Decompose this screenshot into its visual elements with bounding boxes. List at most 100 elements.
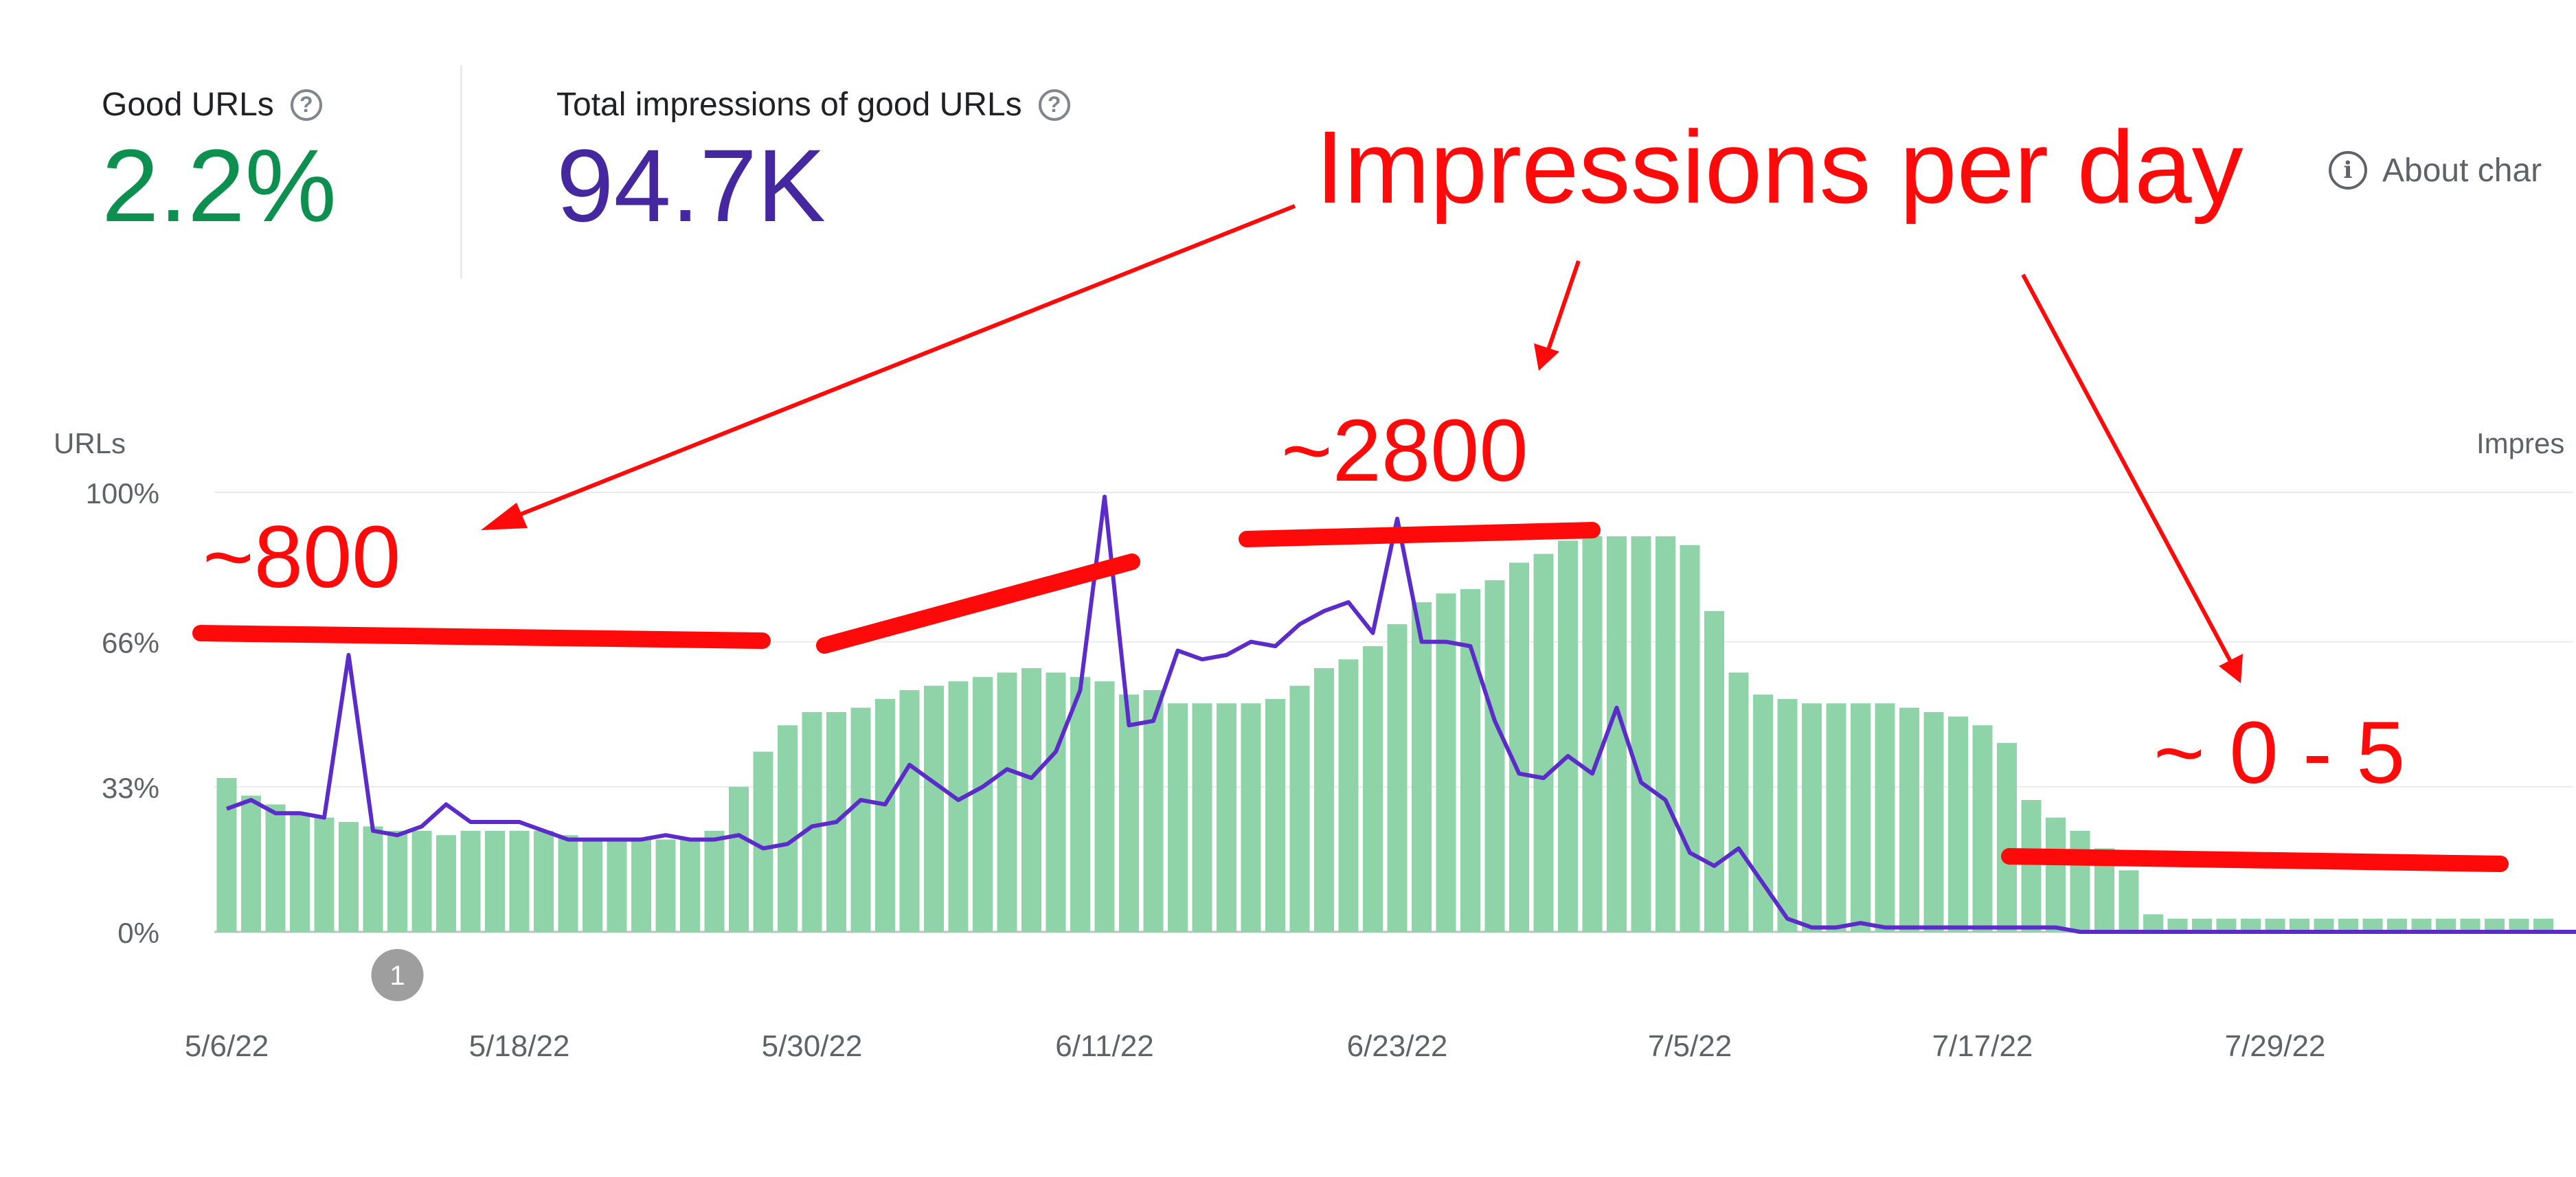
urls-bar <box>1046 672 1066 932</box>
arrow-low <box>2021 273 2233 664</box>
urls-bar <box>558 835 578 932</box>
urls-bar <box>290 813 310 932</box>
urls-bar <box>1533 553 1554 932</box>
urls-bar <box>2046 817 2066 932</box>
urls-bar <box>2362 918 2383 932</box>
annotation-title: Impressions per day <box>1315 109 2244 225</box>
urls-bar <box>778 725 798 932</box>
urls-bar <box>1923 712 1944 932</box>
x-tick-label: 5/18/22 <box>469 1029 570 1063</box>
x-tick-label: 5/30/22 <box>762 1029 863 1063</box>
urls-bars <box>216 536 2553 932</box>
trend-line-800 <box>192 625 771 649</box>
x-tick-label: 6/11/22 <box>1055 1029 1154 1063</box>
urls-bar <box>339 822 359 932</box>
annotation-marker[interactable] <box>371 949 424 1001</box>
urls-bar <box>265 804 286 932</box>
urls-bar <box>1728 672 1749 932</box>
y-tick-label: 66% <box>102 627 159 659</box>
impressions-label-row: Total impressions of good URLs ? <box>556 86 1070 124</box>
impressions-line <box>225 494 2576 934</box>
urls-bar <box>1217 703 1236 932</box>
urls-bar <box>2070 830 2090 932</box>
help-icon[interactable]: ? <box>290 89 322 121</box>
urls-bar <box>1460 588 1480 932</box>
urls-bar <box>2509 918 2529 932</box>
urls-bar <box>2314 918 2334 932</box>
good-urls-metric[interactable]: Good URLs ? 2.2% <box>102 86 337 242</box>
urls-bar <box>1387 624 1408 932</box>
urls-bar <box>2265 918 2285 932</box>
good-urls-label: Good URLs <box>102 87 274 123</box>
urls-bar <box>1289 685 1310 932</box>
impressions-label: Total impressions of good URLs <box>556 87 1022 123</box>
urls-bar <box>704 830 725 932</box>
help-icon[interactable]: ? <box>1038 89 1070 121</box>
urls-bar <box>875 698 895 932</box>
urls-bar <box>1070 676 1090 932</box>
annotation-800: ~800 <box>203 508 400 606</box>
urls-bar <box>1631 536 1651 932</box>
urls-bar <box>1484 580 1505 932</box>
urls-bar <box>2021 800 2042 932</box>
impressions-metric[interactable]: Total impressions of good URLs ? 94.7K <box>556 86 1070 242</box>
urls-bar <box>2436 918 2456 932</box>
urls-bar <box>1656 536 1675 932</box>
urls-bar <box>534 830 554 932</box>
about-chart-link[interactable]: i About char <box>2329 151 2542 190</box>
urls-bar <box>1436 593 1456 932</box>
annotation-low: ~ 0 - 5 <box>2154 704 2405 802</box>
urls-bar <box>2387 918 2407 932</box>
urls-bar <box>2411 918 2432 932</box>
urls-bar <box>485 830 505 932</box>
y-axis-label: URLs <box>54 427 126 459</box>
urls-bar <box>2143 914 2163 932</box>
urls-bar <box>607 839 627 932</box>
x-tick-label: 7/5/22 <box>1648 1029 1732 1063</box>
urls-bar <box>631 839 651 932</box>
urls-bar <box>973 676 993 932</box>
x-tick-label: 5/6/22 <box>185 1029 269 1063</box>
urls-bar <box>1680 545 1700 932</box>
urls-bar <box>1582 536 1603 932</box>
arrow-800-head <box>481 503 528 530</box>
trend-line-low <box>2001 848 2509 872</box>
urls-bar <box>2192 918 2212 932</box>
urls-bar <box>1704 610 1724 932</box>
urls-bar <box>1192 703 1212 932</box>
arrow-2800 <box>1546 260 1581 352</box>
annotations: Impressions per day ~800 ~2800 ~ 0 - 5 <box>192 109 2509 872</box>
trend-line-2800 <box>1239 522 1601 547</box>
urls-bar <box>2216 918 2237 932</box>
urls-bar <box>1021 668 1041 932</box>
annotation-marker-label: 1 <box>389 961 405 991</box>
urls-bar <box>2167 918 2188 932</box>
urls-bar <box>411 830 432 932</box>
y-tick-label: 0% <box>117 917 159 949</box>
urls-bar <box>1265 698 1285 932</box>
urls-bar <box>899 690 920 932</box>
urls-bar <box>1777 698 1798 932</box>
info-icon: i <box>2329 151 2367 190</box>
urls-bar <box>460 830 481 932</box>
urls-bar <box>729 786 749 932</box>
urls-bar <box>1802 703 1822 932</box>
urls-bar <box>2485 918 2505 932</box>
urls-bar <box>314 817 335 932</box>
urls-bar <box>363 826 383 932</box>
y-tick-label: 33% <box>102 772 159 804</box>
x-tick-label: 7/29/22 <box>2225 1029 2326 1063</box>
urls-bar <box>1412 602 1432 932</box>
urls-bar <box>436 835 456 932</box>
urls-bar <box>1948 716 1968 932</box>
urls-bar <box>997 672 1017 932</box>
urls-bar <box>1899 707 1919 932</box>
urls-bar <box>948 681 969 932</box>
urls-bar <box>2290 918 2309 932</box>
urls-bar <box>509 830 530 932</box>
urls-bar <box>680 839 700 932</box>
urls-bar <box>753 751 773 932</box>
arrow-low-head <box>2219 654 2243 683</box>
good-urls-label-row: Good URLs ? <box>102 86 337 124</box>
